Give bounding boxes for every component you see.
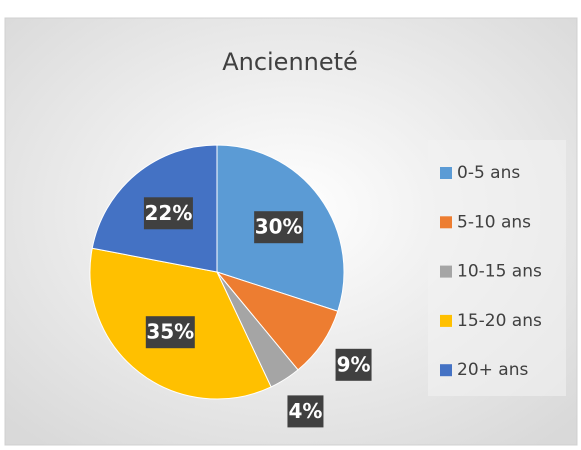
legend-label: 0-5 ans — [457, 163, 520, 183]
legend-label: 20+ ans — [457, 360, 528, 380]
data-label: 30% — [255, 215, 303, 239]
legend-swatch — [440, 167, 452, 179]
data-label-box — [143, 197, 193, 230]
data-label-box — [287, 395, 324, 428]
data-label: 22% — [144, 201, 192, 225]
data-label: 9% — [337, 352, 371, 376]
data-label-box — [254, 211, 304, 244]
legend-label: 15-20 ans — [457, 311, 542, 331]
legend-swatch — [440, 216, 452, 229]
legend-label: 5-10 ans — [457, 212, 531, 232]
legend-label: 10-15 ans — [457, 262, 542, 282]
data-label: 4% — [288, 399, 322, 423]
legend-swatch — [440, 265, 452, 278]
data-label-box — [335, 348, 372, 381]
data-label: 35% — [146, 320, 194, 344]
data-label-box — [145, 316, 195, 349]
chart-title: Ancienneté — [222, 48, 358, 76]
legend-swatch — [440, 314, 452, 327]
legend-swatch — [440, 364, 452, 377]
